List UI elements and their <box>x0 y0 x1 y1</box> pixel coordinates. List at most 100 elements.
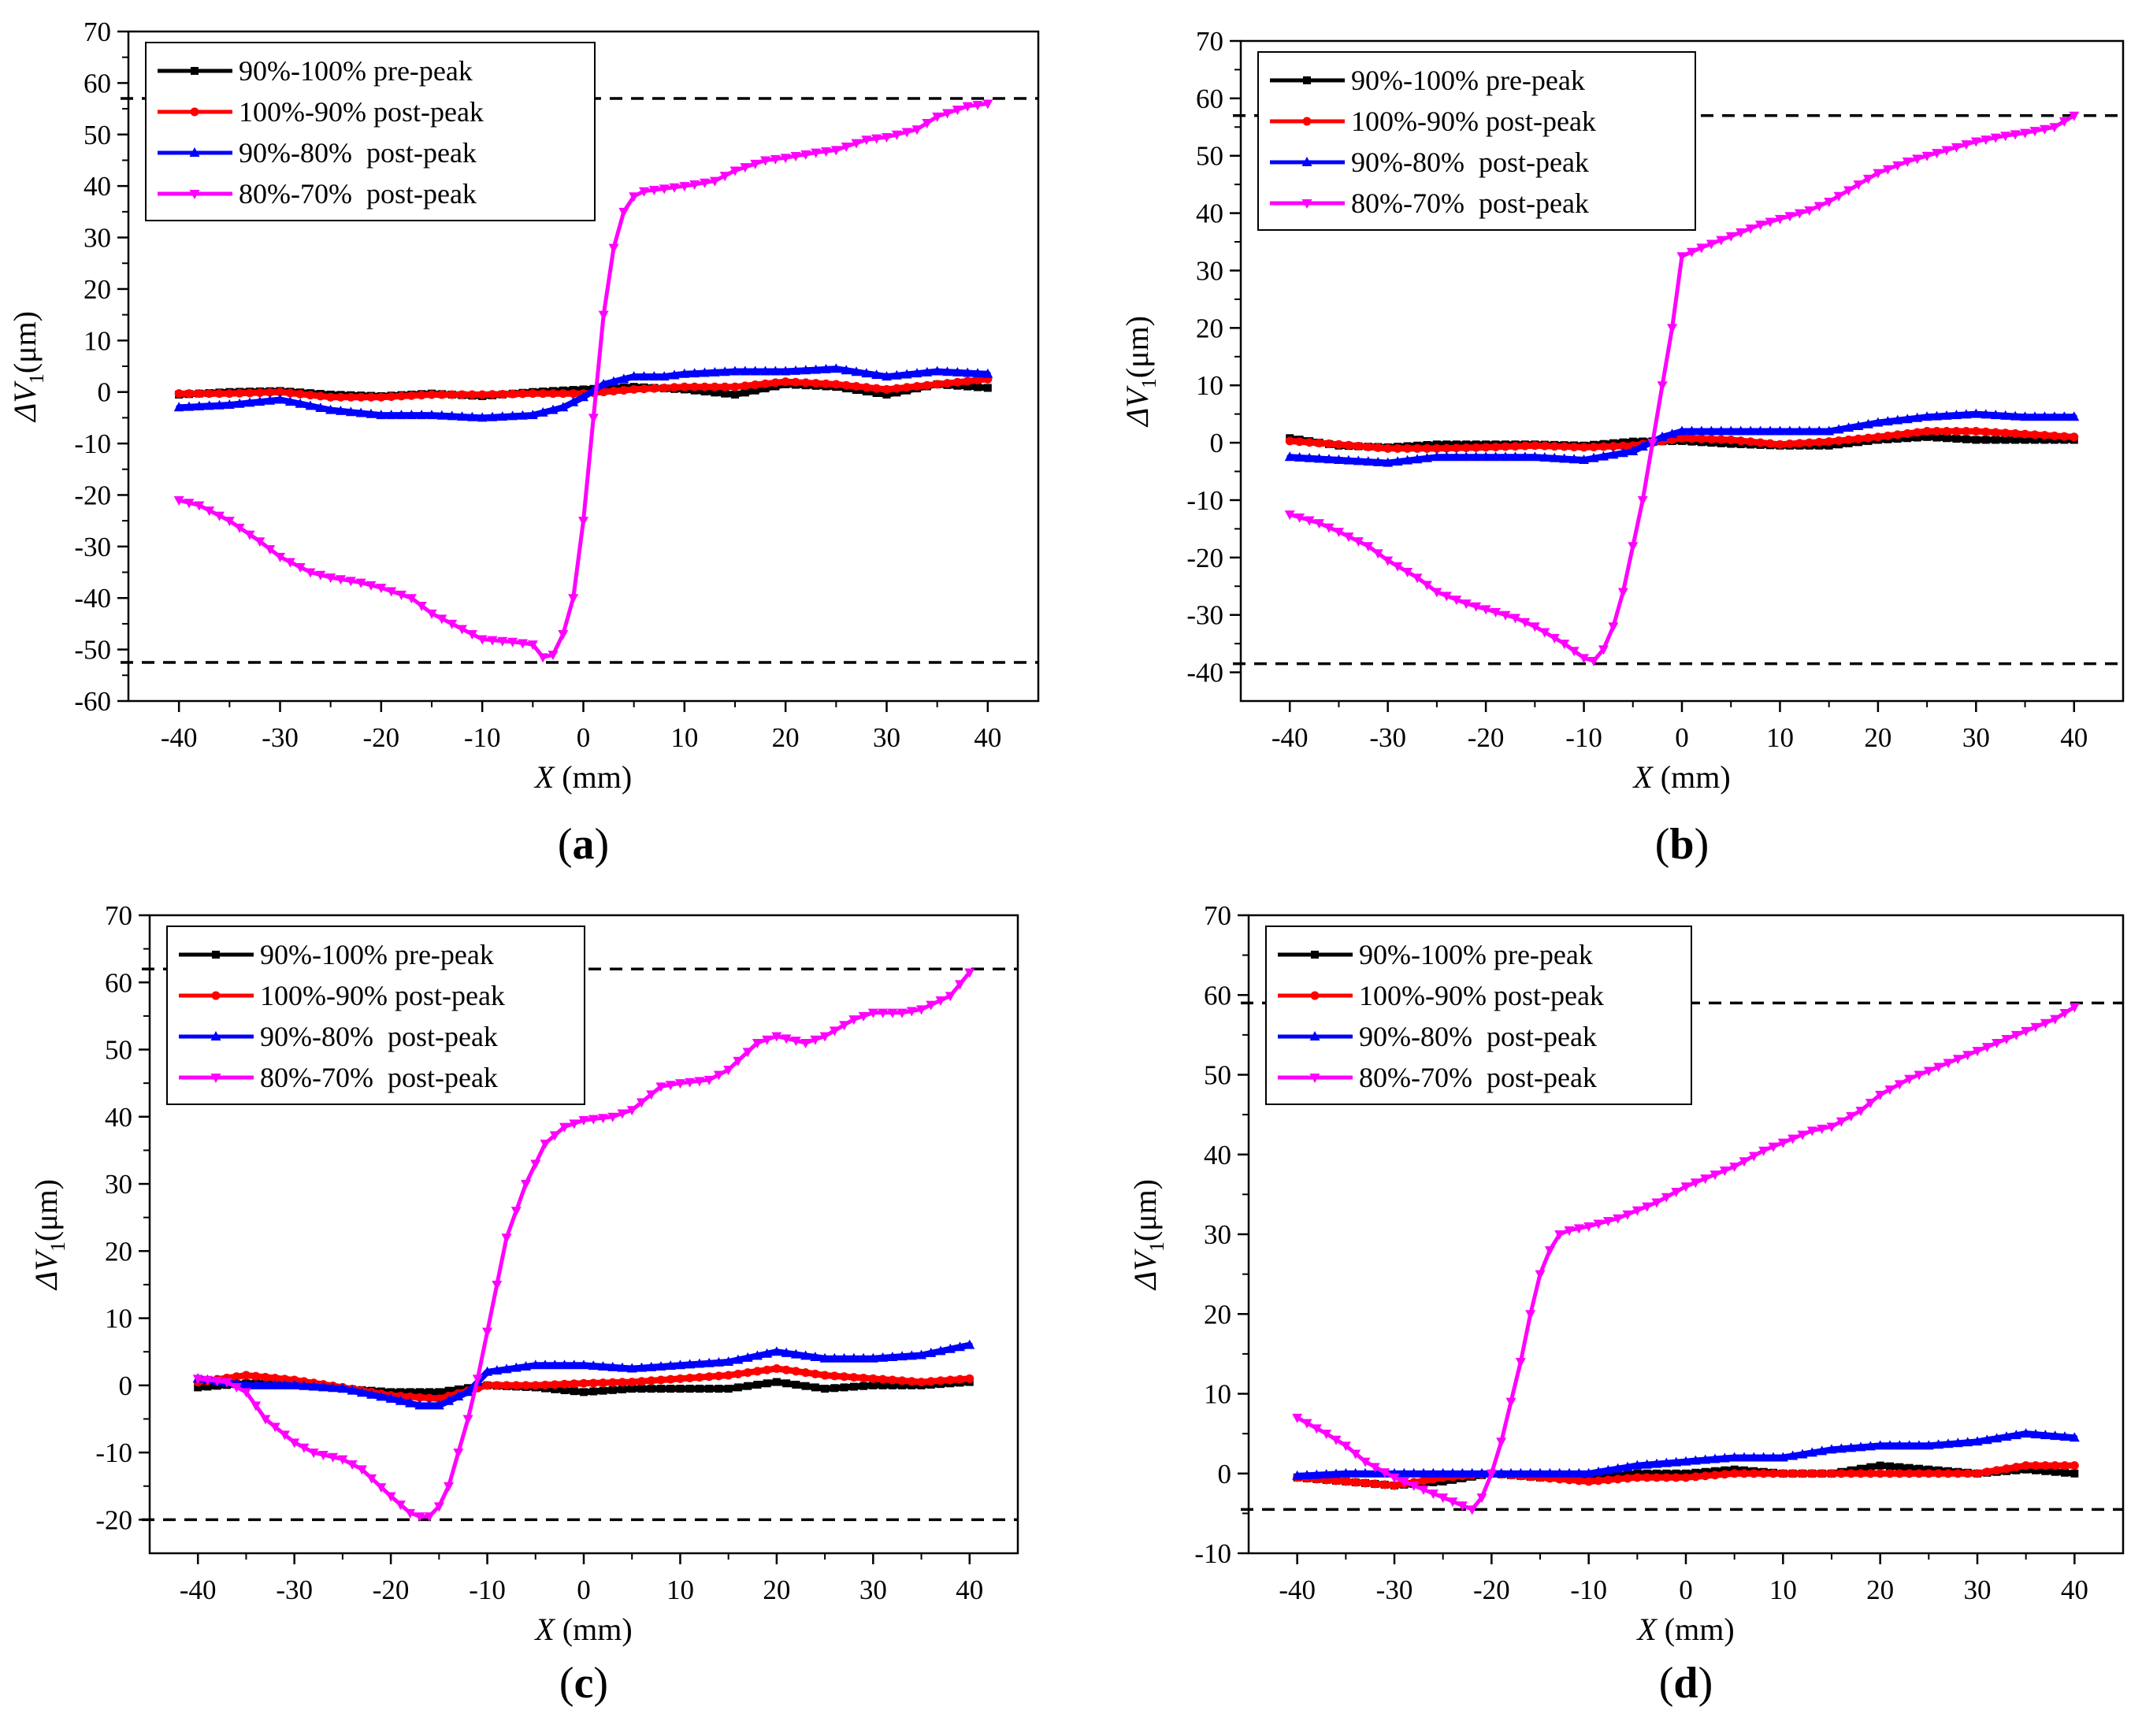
data-point <box>1892 161 1903 171</box>
data-point <box>2058 411 2070 421</box>
data-point <box>1363 542 1374 552</box>
data-point <box>1632 1473 1642 1482</box>
data-point <box>790 365 801 375</box>
data-point <box>265 395 276 405</box>
data-point <box>444 1395 455 1405</box>
data-point <box>982 99 993 109</box>
data-point <box>2069 111 2080 121</box>
data-point <box>917 1378 926 1387</box>
data-point <box>1657 381 1668 391</box>
data-point <box>1452 443 1461 453</box>
data-point <box>1569 442 1579 451</box>
data-point <box>1777 1138 1788 1148</box>
data-point <box>1905 1469 1914 1478</box>
data-point <box>1943 434 1951 443</box>
data-point <box>892 384 901 393</box>
data-point <box>1284 510 1295 521</box>
data-point <box>1843 422 1854 432</box>
data-point <box>347 1385 358 1395</box>
data-point <box>2049 411 2060 421</box>
data-point <box>597 1114 608 1124</box>
data-point <box>713 1070 724 1081</box>
data-point <box>2020 128 2031 139</box>
data-point <box>212 1377 223 1387</box>
data-point <box>1676 252 1687 262</box>
data-point <box>1333 454 1344 464</box>
data-point <box>1677 433 1687 443</box>
data-point <box>1603 1475 1613 1485</box>
data-point <box>674 1079 685 1089</box>
data-point <box>1490 608 1502 618</box>
data-point <box>1379 1468 1390 1478</box>
data-point <box>1943 1438 1954 1449</box>
legend-marker <box>210 1074 221 1083</box>
data-point <box>1501 442 1510 451</box>
data-point <box>2040 431 2049 440</box>
data-point <box>709 176 720 187</box>
data-point <box>933 380 942 389</box>
data-point <box>1617 447 1628 458</box>
data-point <box>2021 1461 2031 1471</box>
data-point <box>492 1365 503 1375</box>
data-point <box>488 390 497 399</box>
data-point <box>932 365 943 376</box>
data-point <box>497 411 508 421</box>
data-point <box>781 1347 792 1357</box>
data-point <box>1971 427 1981 436</box>
x-tick-label: 40 <box>2061 1575 2088 1605</box>
y-axis-title: ΔV1(μm) <box>1119 316 1160 428</box>
data-point <box>888 1375 897 1385</box>
data-point <box>406 1392 415 1401</box>
data-point <box>791 377 800 387</box>
data-point <box>822 379 830 388</box>
data-point <box>1568 454 1580 464</box>
data-point <box>1341 1477 1350 1486</box>
x-tick-label: 0 <box>577 1575 591 1605</box>
y-tick-label: -40 <box>1186 658 1223 688</box>
data-point <box>974 383 982 391</box>
data-point <box>1884 1085 1895 1096</box>
data-point <box>214 511 225 521</box>
data-point <box>417 391 426 400</box>
data-point <box>936 1376 945 1385</box>
data-point <box>492 1381 502 1390</box>
data-point <box>647 1385 655 1393</box>
data-point <box>1315 439 1324 448</box>
data-point <box>1824 198 1835 208</box>
data-point <box>695 1385 703 1393</box>
data-point <box>2001 1431 2012 1441</box>
data-point <box>1865 1441 1876 1451</box>
data-point <box>345 577 356 587</box>
data-point <box>558 630 569 640</box>
legend-label: 80%-70% post-peak <box>1359 1062 1597 1093</box>
data-point <box>1952 434 1961 443</box>
data-point <box>1661 1193 1672 1203</box>
x-tick-label: -10 <box>1570 1575 1607 1605</box>
data-point <box>1748 1452 1759 1462</box>
data-point <box>1863 433 1873 443</box>
y-tick-label: -20 <box>1186 543 1223 573</box>
data-point <box>902 383 911 392</box>
data-point <box>1992 1466 2002 1475</box>
data-point <box>1491 442 1501 451</box>
panel-label-d: (d) <box>1659 1659 1713 1708</box>
data-point <box>279 1430 290 1441</box>
data-point <box>1304 516 1315 526</box>
data-point <box>1311 1469 1322 1479</box>
data-point <box>607 1112 618 1122</box>
data-point <box>750 365 761 376</box>
x-tick-label: 40 <box>956 1575 983 1605</box>
data-point <box>1617 588 1628 598</box>
data-point <box>882 133 892 143</box>
data-point <box>2039 124 2050 135</box>
data-point <box>2010 410 2021 421</box>
data-point <box>325 573 336 584</box>
data-point <box>983 384 992 392</box>
y-tick-label: -40 <box>74 583 111 614</box>
data-point <box>841 143 852 153</box>
data-point <box>1419 1476 1428 1486</box>
data-point <box>1690 1178 1701 1189</box>
y-tick-label: 50 <box>105 1035 132 1066</box>
y-tick-label: 10 <box>84 325 111 356</box>
data-point <box>1642 1459 1653 1469</box>
